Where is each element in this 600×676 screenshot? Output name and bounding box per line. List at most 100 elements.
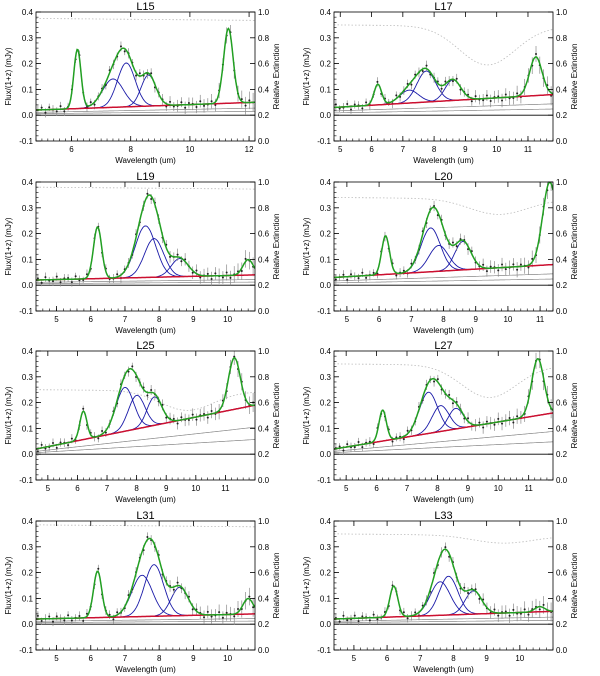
x-tick-label: 8	[451, 654, 456, 663]
plot-frame	[333, 350, 554, 481]
x-tick-label: 6	[374, 484, 379, 493]
y2-tick-label: 0.4	[556, 594, 568, 603]
data-point	[67, 444, 70, 447]
data-point	[150, 72, 153, 75]
data-point	[482, 263, 485, 266]
data-point	[67, 614, 70, 617]
data-point	[191, 271, 194, 274]
data-point	[504, 268, 507, 271]
y2-axis-label: Relative Extinction	[272, 553, 281, 619]
data-point	[237, 608, 240, 611]
data-point	[444, 546, 447, 549]
spectrum-panel-l33: -0.1 0.0 0.1 0.2 0.3 0.4 0.0 0.2 0.4 0.6 0.8 1.0 5 6 7…	[302, 510, 579, 674]
y2-tick-label: 0.8	[258, 204, 270, 213]
y2-tick-label: 0.2	[556, 111, 568, 120]
y-tick-label: -0.1	[19, 476, 33, 485]
plot-frame	[35, 11, 256, 142]
data-point	[372, 442, 375, 445]
data-point	[436, 378, 439, 381]
x-axis-label: Wavelength (um)	[115, 665, 176, 674]
y-axis-label: Flux/(1+z) (mJy)	[302, 47, 311, 105]
data-point	[338, 445, 341, 448]
pah-feature-line	[36, 49, 255, 111]
data-point	[123, 50, 126, 53]
data-point	[463, 586, 466, 589]
data-point	[172, 588, 175, 591]
extinction-curve	[334, 24, 553, 66]
y-tick-label: 0.4	[22, 517, 34, 526]
data-point	[70, 619, 73, 622]
pah-feature-line	[36, 225, 255, 281]
pah-feature-line	[334, 391, 553, 450]
data-point	[229, 276, 232, 279]
y-tick-label: -0.1	[19, 307, 33, 316]
data-point	[210, 615, 213, 618]
x-tick-label: 10	[494, 484, 503, 493]
y-tick-label: -0.1	[317, 476, 331, 485]
extinction-curve	[36, 524, 255, 528]
data-point	[203, 104, 206, 107]
y2-tick-label: 0.2	[258, 281, 270, 290]
x-tick-label: 10	[503, 315, 512, 324]
data-point	[138, 72, 141, 75]
plot-area	[334, 351, 553, 456]
data-point	[36, 450, 39, 453]
data-point	[108, 613, 111, 616]
pah-feature-line	[334, 227, 553, 278]
data-point	[225, 271, 228, 274]
data-point	[150, 389, 153, 392]
data-point	[542, 603, 545, 606]
spectrum-panel-l15: -0.1 0.0 0.1 0.2 0.3 0.4 0.0 0.2 0.4 0.6 0.8 1.0 6 8 1…	[4, 1, 281, 165]
y2-tick-label: 0.8	[556, 204, 568, 213]
x-tick-label: 7	[105, 484, 110, 493]
data-point	[342, 449, 345, 452]
data-point	[342, 273, 345, 276]
pah-feature-line	[36, 226, 255, 281]
x-tick-label: 7	[123, 315, 128, 324]
panel-title: L31	[136, 510, 154, 522]
y2-tick-label: 0.8	[258, 373, 270, 382]
data-point	[493, 608, 496, 611]
y-tick-label: 0.3	[22, 34, 34, 43]
plot-area	[36, 524, 255, 627]
data-point	[36, 614, 39, 617]
data-point	[516, 268, 519, 271]
data-point	[195, 105, 198, 108]
data-point	[63, 619, 66, 622]
data-point	[244, 257, 247, 260]
y-tick-label: 0.1	[22, 255, 34, 264]
data-point	[233, 615, 236, 618]
y2-tick-label: 0.6	[556, 569, 568, 578]
data-point	[210, 277, 213, 280]
y-tick-label: 0.4	[320, 517, 332, 526]
x-tick-label: 8	[157, 654, 162, 663]
data-point	[89, 101, 92, 104]
extinction-curve	[334, 197, 553, 215]
data-point	[353, 446, 356, 449]
data-point	[346, 103, 349, 106]
pah-feature-line	[334, 358, 553, 450]
data-point	[395, 274, 398, 277]
panel-title: L17	[434, 1, 452, 13]
data-point	[82, 619, 85, 622]
y-axis-label: Flux/(1+z) (mJy)	[4, 47, 13, 105]
y2-tick-label: 0.6	[556, 399, 568, 408]
data-point	[191, 608, 194, 611]
total-fit-line	[334, 548, 553, 620]
data-point	[135, 74, 138, 77]
data-point	[74, 275, 77, 278]
data-point	[206, 272, 209, 275]
continuum-line	[36, 101, 255, 111]
y-tick-label: 0.0	[22, 450, 34, 459]
data-point	[85, 273, 88, 276]
data-point	[206, 610, 209, 613]
data-point	[410, 262, 413, 265]
pah-feature-line	[334, 245, 553, 278]
data-point	[172, 105, 175, 108]
data-point	[455, 245, 458, 248]
data-point	[70, 281, 73, 284]
x-tick-label: 8	[441, 315, 446, 324]
data-point	[116, 611, 119, 614]
data-point	[131, 365, 134, 368]
y2-tick-label: 0.8	[258, 543, 270, 552]
